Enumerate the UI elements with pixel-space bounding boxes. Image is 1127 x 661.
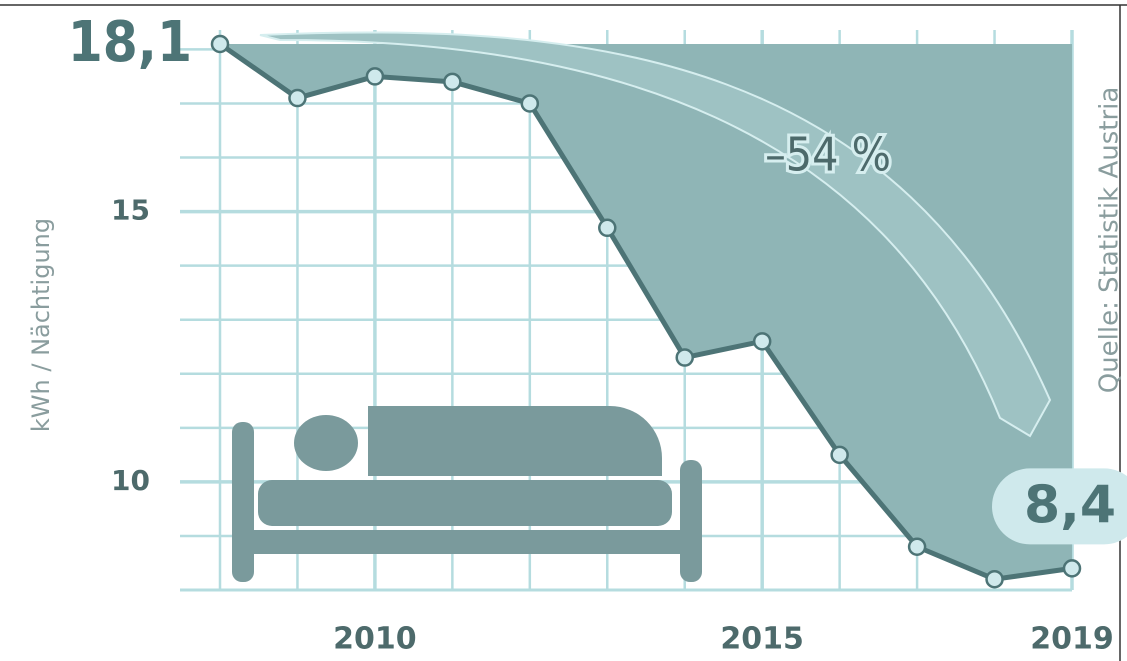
x-tick-label: 2015	[720, 622, 804, 657]
point	[1062, 559, 1082, 578]
x-tick-label: 2019	[1030, 622, 1114, 657]
marks-layer: 18,1 8,4	[68, 10, 1127, 589]
annotation: –54 %	[765, 128, 891, 182]
y-tick-label: 15	[111, 194, 150, 227]
source: Quelle: Statistik Austria	[1095, 87, 1125, 394]
point	[288, 88, 307, 108]
trend-arrow	[259, 31, 1052, 438]
y-axis-label: kWh / Nächtigung	[27, 218, 55, 432]
point	[985, 569, 1004, 589]
point	[210, 34, 230, 54]
point	[443, 72, 462, 92]
point	[598, 218, 617, 238]
x-tick-label: 2010	[333, 622, 417, 657]
point	[752, 332, 772, 351]
y-tick-label: 10	[111, 464, 150, 497]
point	[365, 67, 385, 86]
value-label: 8,4	[1024, 475, 1116, 535]
line	[218, 41, 1073, 582]
point	[675, 348, 694, 367]
point	[907, 537, 927, 557]
bed-icon	[232, 406, 702, 582]
point	[830, 445, 849, 465]
value-label-bg	[992, 468, 1127, 545]
value-label: 18,1	[68, 10, 192, 75]
point	[520, 94, 540, 113]
